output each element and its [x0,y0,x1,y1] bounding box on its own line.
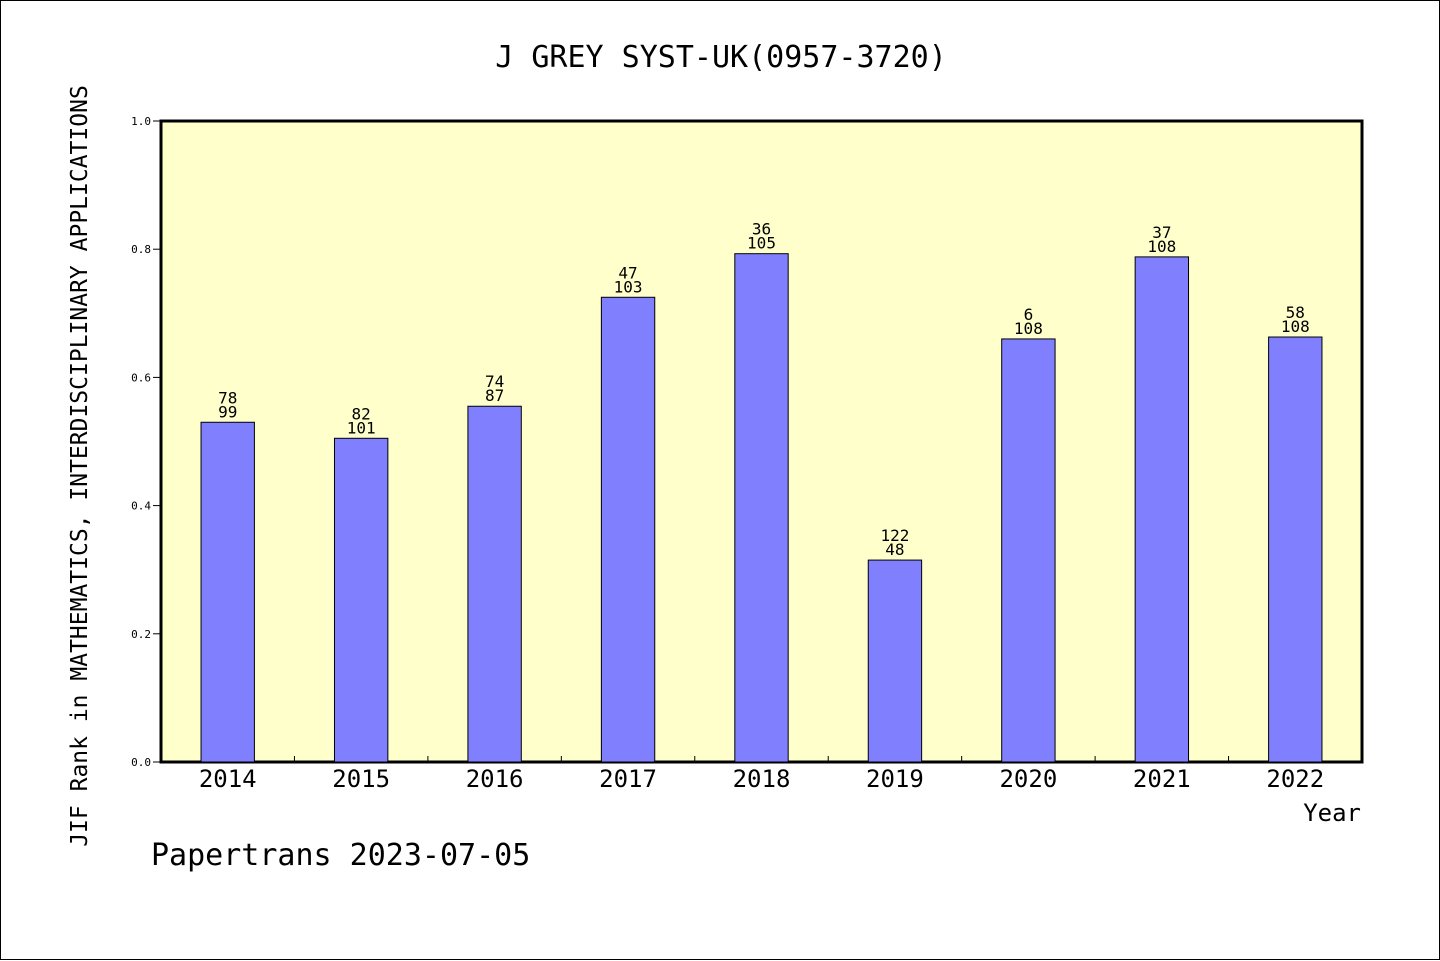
y-axis-label: JIF Rank in MATHEMATICS, INTERDISCIPLINA… [67,85,93,847]
x-tick-label: 2019 [866,765,924,793]
x-tick-label: 2022 [1266,765,1324,793]
x-tick-label: 2015 [332,765,390,793]
x-axis: 2014 2015 2016 2017 2018 2019 2020 2021 2022 [199,756,1324,793]
x-tick-label: 2018 [733,765,791,793]
footer-credit: Papertrans 2023-07-05 [151,838,530,873]
bar-label-total: 108 [1014,319,1043,338]
bar-2021 [1134,256,1190,763]
y-axis: 0.0 0.2 0.4 0.6 0.8 1.0 [131,115,161,769]
chart-title: J GREY SYST-UK(0957-3720) [495,40,947,75]
bar-label-total: 87 [485,386,504,405]
x-tick-label: 2016 [466,765,524,793]
bar-label-rank: 122 [880,526,909,545]
x-axis-label: Year [1303,799,1361,827]
bar-2017 [600,296,656,763]
bar-label-total: 108 [1281,317,1310,336]
y-tick-label: 0.2 [131,628,151,641]
bar-label-total: 48 [885,540,904,559]
bar-label-total: 108 [1147,237,1176,256]
bar-label-total: 99 [218,402,237,421]
y-tick-label: 0.8 [131,243,151,256]
y-tick-label: 0.4 [131,500,151,513]
bar-2022 [1268,336,1323,763]
bar-label-rank: 36 [752,220,771,239]
bar-2020 [1001,338,1056,763]
x-tick-label: 2021 [1133,765,1191,793]
bar-label-rank: 74 [485,372,504,391]
y-tick-label: 1.0 [131,115,151,128]
bar-label-rank: 58 [1286,303,1305,322]
bar-2015 [333,437,389,763]
bar-label-total: 105 [747,234,776,253]
bar-label-rank: 82 [352,404,371,423]
y-tick-label: 0.6 [131,371,151,384]
bar-label-rank: 37 [1152,223,1171,242]
bar-label-rank: 47 [618,263,637,282]
bar-2016 [467,405,522,763]
y-tick-label: 0.0 [131,756,151,769]
x-tick-label: 2014 [199,765,257,793]
bar-2014 [200,421,255,763]
bar-label-total: 103 [614,277,643,296]
bar-label-rank: 6 [1024,305,1034,324]
bar-2018 [734,253,789,763]
bar-2019 [867,559,923,763]
x-tick-label: 2020 [999,765,1057,793]
bars-group [200,253,1323,763]
x-tick-label: 2017 [599,765,657,793]
bar-label-total: 101 [347,418,376,437]
bar-label-rank: 78 [218,388,237,407]
